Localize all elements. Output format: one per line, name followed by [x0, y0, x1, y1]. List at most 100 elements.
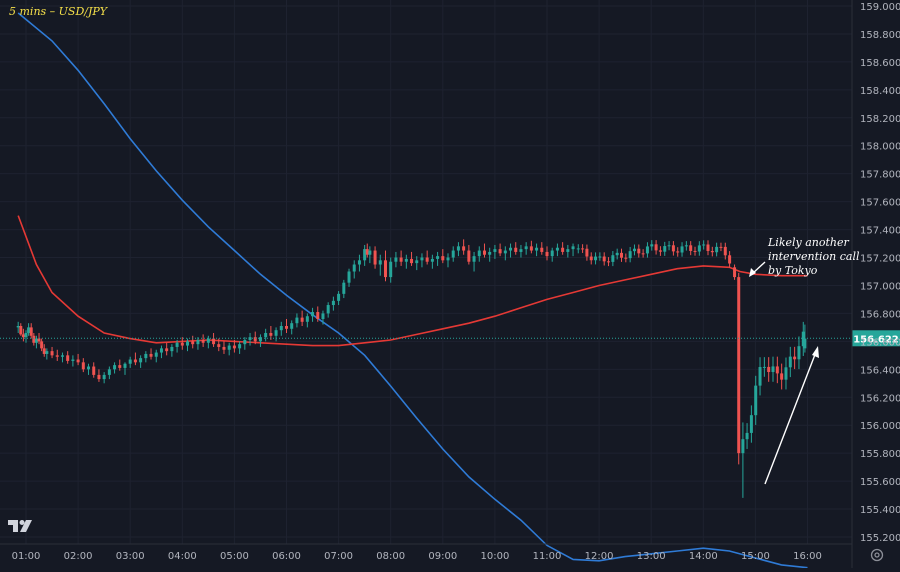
candle-body — [436, 256, 440, 259]
candle-body — [295, 317, 299, 324]
y-tick-label: 156.200 — [860, 393, 900, 404]
candle-body — [66, 355, 70, 361]
candle-body — [373, 250, 377, 265]
candle-body — [27, 327, 31, 333]
candle-body — [128, 359, 132, 364]
candle-body — [326, 305, 330, 314]
candle-body — [671, 245, 675, 252]
candle-body — [305, 316, 309, 322]
candle-body — [76, 359, 80, 363]
candle-body — [175, 342, 179, 347]
candle-body — [290, 323, 294, 329]
candle-body — [723, 246, 727, 256]
candle-body — [503, 250, 507, 254]
last-price-label: 156.622 — [853, 334, 899, 345]
candle-body — [45, 351, 49, 354]
candle-body — [566, 249, 570, 252]
x-tick-label: 06:00 — [272, 551, 301, 562]
candle-body — [337, 293, 341, 301]
candle-body — [357, 260, 361, 265]
candle-body — [227, 345, 231, 350]
candle-body — [368, 250, 372, 255]
candle-body — [598, 256, 602, 258]
candle-body — [300, 317, 304, 322]
candle-body — [719, 246, 723, 248]
candle-body — [71, 359, 75, 361]
candle-body — [728, 255, 732, 264]
annotation-line-3: by Tokyo — [768, 264, 818, 277]
y-tick-label: 155.600 — [860, 477, 900, 488]
candle-body — [446, 257, 450, 261]
candle-body — [186, 341, 190, 346]
candle-body — [620, 252, 624, 258]
candle-body — [780, 373, 784, 380]
y-tick-label: 159.000 — [860, 2, 900, 13]
candle-body — [196, 339, 200, 345]
candle-body — [545, 251, 549, 257]
candle-body — [555, 247, 559, 251]
candle-body — [589, 256, 593, 261]
y-tick-label: 157.800 — [860, 170, 900, 181]
candle-body — [509, 247, 513, 251]
candle-body — [602, 256, 606, 262]
candle-body — [456, 246, 460, 251]
candle-body — [60, 355, 64, 357]
candle-body — [441, 256, 445, 261]
candle-body — [667, 245, 671, 247]
candle-body — [594, 256, 598, 261]
candle-body — [615, 252, 619, 256]
y-tick-label: 156.000 — [860, 421, 900, 432]
candle-body — [133, 359, 137, 363]
candle-body — [144, 353, 148, 359]
candle-body — [97, 374, 101, 380]
x-tick-label: 07:00 — [324, 551, 353, 562]
candle-body — [658, 250, 662, 252]
candle-body — [680, 246, 684, 253]
candle-body — [269, 332, 273, 336]
x-tick-label: 14:00 — [689, 551, 718, 562]
candle-body — [113, 365, 117, 370]
candle-body — [684, 245, 688, 247]
candle-body — [493, 249, 497, 252]
candle-body — [637, 248, 641, 254]
candle-body — [19, 325, 23, 335]
candle-body — [34, 338, 38, 343]
candle-body — [180, 342, 184, 346]
candle-body — [784, 367, 788, 380]
candle-body — [628, 251, 632, 259]
x-tick-label: 05:00 — [220, 551, 249, 562]
candle-body — [767, 366, 771, 373]
last-price-tag — [852, 330, 900, 347]
candle-body — [749, 415, 753, 433]
candle-body — [581, 248, 585, 250]
candle-body — [697, 245, 701, 252]
settings-gear-icon[interactable] — [869, 547, 885, 563]
candle-body — [311, 312, 315, 317]
candle-body — [347, 271, 351, 283]
candle-body — [689, 245, 693, 251]
candle-body — [238, 344, 242, 349]
candle-body — [467, 250, 471, 262]
candle-body — [801, 331, 805, 347]
overlay-layer: 156.622 — [0, 261, 900, 485]
candle-body — [415, 260, 419, 264]
candles-layer — [16, 239, 807, 498]
x-tick-label: 08:00 — [376, 551, 405, 562]
y-tick-label: 158.400 — [860, 86, 900, 97]
candle-body — [745, 432, 749, 440]
candle-body — [645, 246, 649, 254]
candle-body — [404, 258, 408, 262]
y-tick-label: 157.000 — [860, 281, 900, 292]
candle-body — [585, 248, 589, 257]
candle-body — [762, 366, 766, 368]
candle-body — [206, 338, 210, 343]
candle-body — [21, 334, 25, 338]
chart-annotation: Likely another intervention call by Toky… — [768, 236, 860, 278]
candle-body — [771, 366, 775, 373]
y-tick-label: 156.800 — [860, 309, 900, 320]
candle-body — [519, 249, 523, 252]
candle-body — [316, 312, 320, 320]
candle-body — [758, 367, 762, 386]
